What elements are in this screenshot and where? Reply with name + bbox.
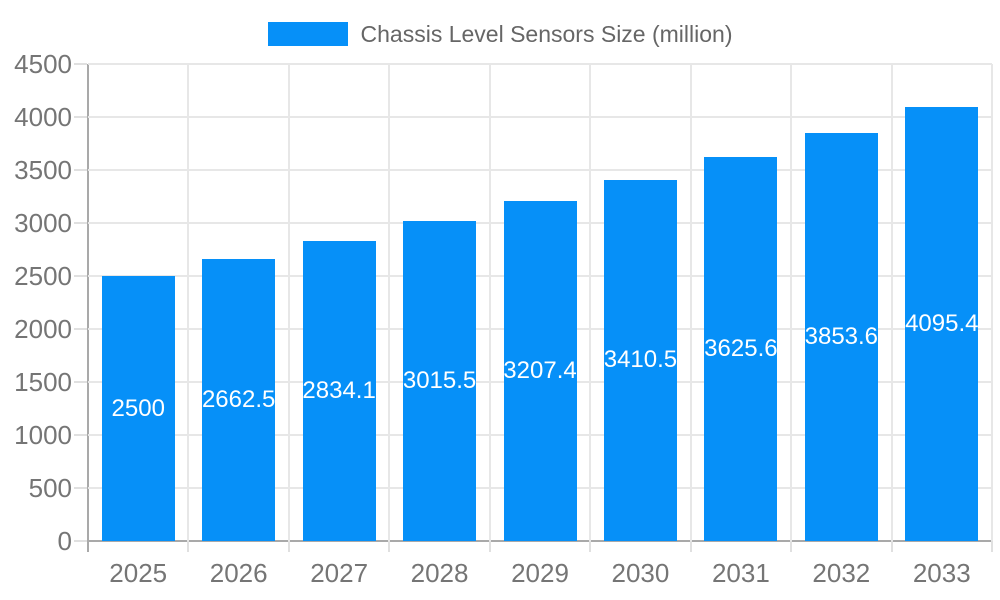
- bar[interactable]: [704, 156, 778, 541]
- y-axis-label: 2000: [14, 314, 72, 344]
- y-axis-tick: [74, 116, 87, 118]
- y-axis-label: 500: [28, 473, 72, 503]
- plot-area: 2500 2662.5 2834.1 3015.5 3207.4 3410.5 3625.6…: [88, 63, 993, 541]
- y-axis-tick: [74, 434, 87, 436]
- x-axis-tick: [87, 541, 89, 552]
- x-axis-tick: [388, 541, 391, 552]
- gridline-h: [88, 116, 992, 118]
- x-axis-label: 2031: [711, 558, 770, 588]
- x-axis-label: 2033: [912, 558, 971, 588]
- gridline-v: [488, 64, 491, 541]
- x-axis-tick: [991, 541, 993, 552]
- gridline-v: [187, 64, 190, 541]
- x-axis-tick: [790, 541, 793, 552]
- x-axis-tick: [890, 541, 893, 552]
- bar[interactable]: [101, 276, 175, 541]
- gridline-h: [88, 169, 992, 171]
- gridline-v: [287, 64, 290, 541]
- gridline-v: [388, 64, 391, 541]
- x-axis-line: [86, 540, 992, 542]
- gridline-v: [589, 64, 592, 541]
- x-axis-label: 2028: [410, 558, 469, 588]
- x-axis-label: 2027: [310, 558, 369, 588]
- bar[interactable]: [804, 132, 878, 541]
- y-axis-label: 4500: [14, 49, 72, 79]
- bar[interactable]: [403, 221, 477, 541]
- y-axis-tick: [74, 381, 87, 383]
- x-axis-label: 2032: [812, 558, 871, 588]
- y-axis-tick: [74, 487, 87, 489]
- legend-label: Chassis Level Sensors Size (million): [360, 20, 733, 47]
- x-axis-tick: [187, 541, 190, 552]
- x-axis-label: 2029: [511, 558, 569, 588]
- x-axis-label: 2026: [209, 558, 268, 588]
- bar[interactable]: [202, 258, 276, 541]
- y-axis-tick: [74, 275, 87, 277]
- x-axis-tick: [589, 541, 592, 552]
- bar[interactable]: [302, 240, 376, 541]
- x-axis-tick: [689, 541, 692, 552]
- y-axis-label: 3500: [14, 155, 72, 185]
- gridline-v: [790, 64, 793, 541]
- gridline-h: [88, 63, 992, 65]
- y-axis-tick: [74, 222, 87, 224]
- gridline-v: [991, 64, 993, 541]
- y-axis-label: 4000: [14, 102, 72, 132]
- y-axis-tick: [74, 540, 87, 542]
- x-axis-tick: [488, 541, 491, 552]
- x-axis-label: 2030: [611, 558, 670, 588]
- legend-swatch: [267, 22, 348, 46]
- x-axis-tick: [287, 541, 290, 552]
- y-axis-label: 3000: [14, 208, 72, 238]
- bar[interactable]: [503, 201, 577, 541]
- bar[interactable]: [905, 106, 979, 541]
- y-axis-label: 2500: [14, 261, 72, 291]
- y-axis-tick: [74, 328, 87, 330]
- y-axis-label: 0: [57, 526, 72, 556]
- x-axis-label: 2025: [109, 558, 168, 588]
- y-axis-label: 1000: [14, 420, 72, 450]
- gridline-v: [890, 64, 893, 541]
- legend-item[interactable]: Chassis Level Sensors Size (million): [0, 20, 1000, 48]
- bar[interactable]: [603, 179, 677, 541]
- y-axis-tick: [74, 169, 87, 171]
- y-axis-line: [87, 64, 89, 541]
- y-axis-label: 1500: [14, 367, 72, 397]
- y-axis-tick: [74, 63, 87, 65]
- gridline-v: [689, 64, 692, 541]
